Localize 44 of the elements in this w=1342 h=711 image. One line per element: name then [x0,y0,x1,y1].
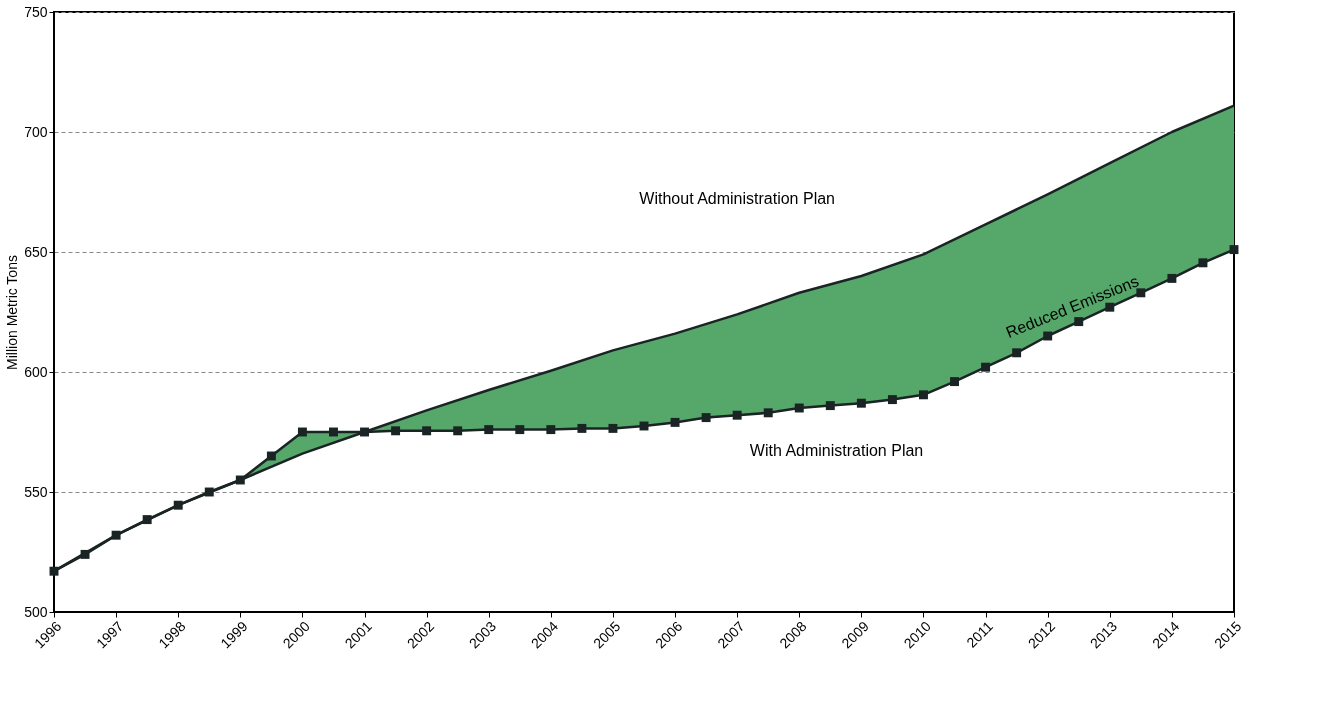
annotation: Without Administration Plan [639,190,835,208]
point [856,398,866,408]
point [49,566,59,576]
point [608,423,618,433]
y-axis-title: Million Metric Tons [4,255,21,370]
y-tick-label: 600 [24,363,48,380]
point [763,408,773,418]
point [80,549,90,559]
point [1229,245,1239,255]
point [825,401,835,411]
point [111,530,121,540]
point [1167,273,1177,283]
annotation: With Administration Plan [749,442,924,460]
y-tick-label: 650 [24,243,48,260]
point [546,425,556,435]
y-tick-label: 500 [24,603,48,620]
point [173,500,183,510]
point [919,390,928,400]
point [515,425,525,435]
point [670,417,680,427]
point [360,427,369,437]
point [981,362,991,372]
y-tick-label: 750 [24,3,48,20]
point [142,515,152,525]
point [577,423,587,433]
point [732,410,742,420]
point [794,403,804,413]
point [297,427,307,437]
point [422,426,432,436]
point [453,426,463,436]
y-tick-label: 700 [24,123,48,140]
point [204,487,214,497]
y-tick-label: 550 [24,483,48,500]
point [235,475,245,485]
point [266,451,276,461]
point [329,427,338,437]
point [1198,258,1208,268]
point [887,395,897,405]
point [1074,317,1084,327]
point [484,425,494,435]
point [701,413,711,423]
point [950,377,959,387]
point [391,426,401,436]
point [1012,348,1022,358]
